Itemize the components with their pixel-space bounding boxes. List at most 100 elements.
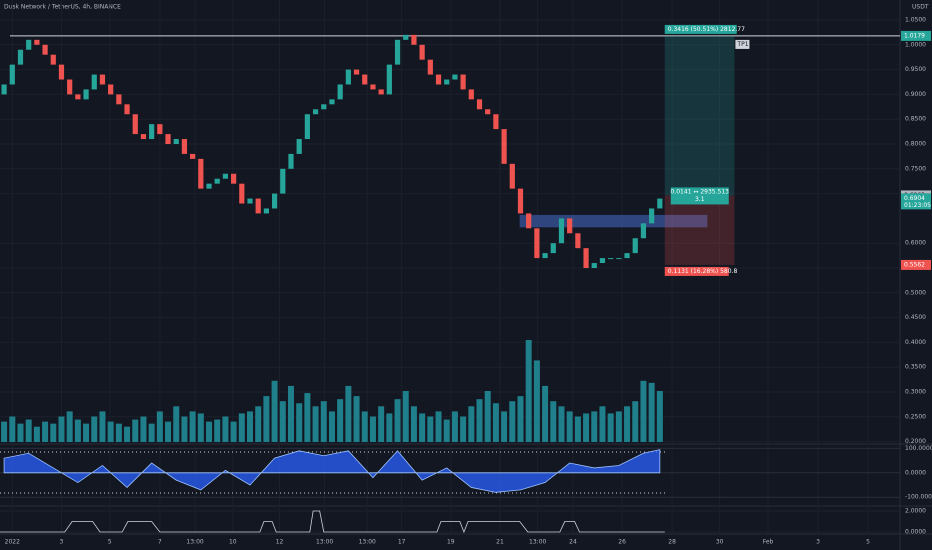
candle	[67, 79, 73, 95]
candle	[386, 64, 392, 95]
volume-bar	[517, 396, 524, 442]
volume-bar	[345, 385, 352, 442]
volume-bar	[484, 391, 491, 442]
candle	[337, 84, 343, 100]
volume-bar	[369, 416, 376, 442]
y-tick-label: 0.8000	[905, 140, 926, 147]
y-tick-label: 0.2000	[905, 438, 926, 445]
step-line	[0, 510, 665, 534]
volume-bar	[173, 406, 180, 442]
volume-bar	[271, 380, 278, 442]
ratio-label: 3.1	[695, 196, 705, 203]
candle	[124, 104, 130, 115]
volume-bar	[648, 382, 655, 442]
volume-bar	[165, 421, 172, 442]
candle	[116, 94, 122, 105]
target-label: 0.3416 (50.51%) 2812.77	[668, 26, 745, 33]
candle	[567, 218, 573, 234]
candle	[558, 218, 565, 244]
candle	[419, 44, 425, 60]
candle	[1, 84, 7, 95]
candle	[9, 64, 15, 85]
y-tick-label: 2.0000	[905, 508, 926, 515]
candle	[58, 64, 65, 80]
volume-bar	[550, 401, 557, 442]
volume-bar	[304, 393, 311, 442]
volume-bar	[353, 396, 360, 442]
candle	[370, 84, 376, 90]
volume-bar	[148, 423, 155, 442]
y-tick-label: 0.8500	[905, 116, 926, 123]
volume-bar	[460, 416, 467, 442]
candle	[616, 258, 622, 260]
x-tick-label: 13:00	[529, 539, 546, 546]
y-tick-label: 0.0000	[905, 529, 926, 536]
candle	[190, 153, 196, 159]
volume-bar	[607, 413, 614, 442]
candle	[575, 233, 581, 249]
y-tick-label: 0.4500	[905, 314, 926, 321]
x-tick-label: 3	[60, 539, 64, 546]
candle	[452, 74, 458, 80]
volume-bar	[468, 406, 475, 442]
volume-bar	[386, 413, 393, 442]
candle	[288, 153, 294, 169]
volume-bar	[583, 413, 590, 442]
candle	[99, 74, 106, 85]
oscillator	[3, 449, 661, 493]
x-tick-label: 5	[866, 539, 870, 546]
volume-bar	[394, 399, 401, 442]
x-tick-label: 3	[816, 539, 820, 546]
volume-bar	[181, 416, 188, 442]
volume-bar	[378, 406, 385, 442]
volume-bar	[435, 411, 442, 442]
y-tick-label: 0.4000	[905, 339, 926, 346]
candle	[75, 94, 81, 100]
candle	[280, 168, 286, 194]
x-tick-label: 17	[398, 539, 406, 546]
candle	[591, 263, 597, 268]
x-tick-label: 19	[447, 539, 455, 546]
volume-bar	[222, 416, 229, 442]
candle	[403, 34, 409, 40]
profit-zone	[664, 35, 735, 196]
candle	[165, 134, 171, 144]
volume-bar	[312, 406, 319, 442]
y-tick-label: 1.0500	[905, 16, 926, 23]
entry-label: 0.0141 ↔ 2935.513	[671, 188, 730, 195]
volume-bar	[42, 421, 49, 442]
y-tick-label: 1.0000	[905, 41, 926, 48]
candle	[132, 114, 138, 135]
candle	[214, 178, 220, 184]
volume-bar	[640, 380, 647, 442]
candle	[222, 173, 229, 179]
candle	[517, 188, 524, 214]
candle	[353, 69, 360, 75]
candle	[173, 139, 179, 144]
candle	[231, 173, 237, 184]
y-tick-label: 0.9000	[905, 91, 926, 98]
x-tick-label: 2022	[5, 539, 20, 546]
candle	[91, 74, 97, 90]
candle	[509, 163, 515, 189]
volume-bar	[410, 406, 417, 442]
candle	[534, 228, 540, 259]
candle	[329, 99, 335, 105]
volume-bar	[656, 391, 663, 442]
candle	[321, 104, 327, 110]
volume-bar	[287, 385, 294, 442]
volume-bar	[492, 403, 499, 442]
loss-zone	[664, 195, 735, 265]
volume-bar	[320, 401, 327, 442]
volume-bar	[632, 401, 639, 442]
stop-label: 0.1131 (16.28%) 580.8	[668, 268, 738, 275]
volume-bar	[476, 399, 483, 442]
candle	[411, 34, 417, 45]
x-tick-label: 30	[716, 539, 724, 546]
candle	[485, 109, 491, 115]
volume-bar	[124, 426, 131, 442]
volume-bar	[99, 411, 106, 442]
x-tick-label: 5	[108, 539, 112, 546]
chart-title: Dusk Network / TetherUS, 4h, BINANCE	[4, 4, 121, 11]
